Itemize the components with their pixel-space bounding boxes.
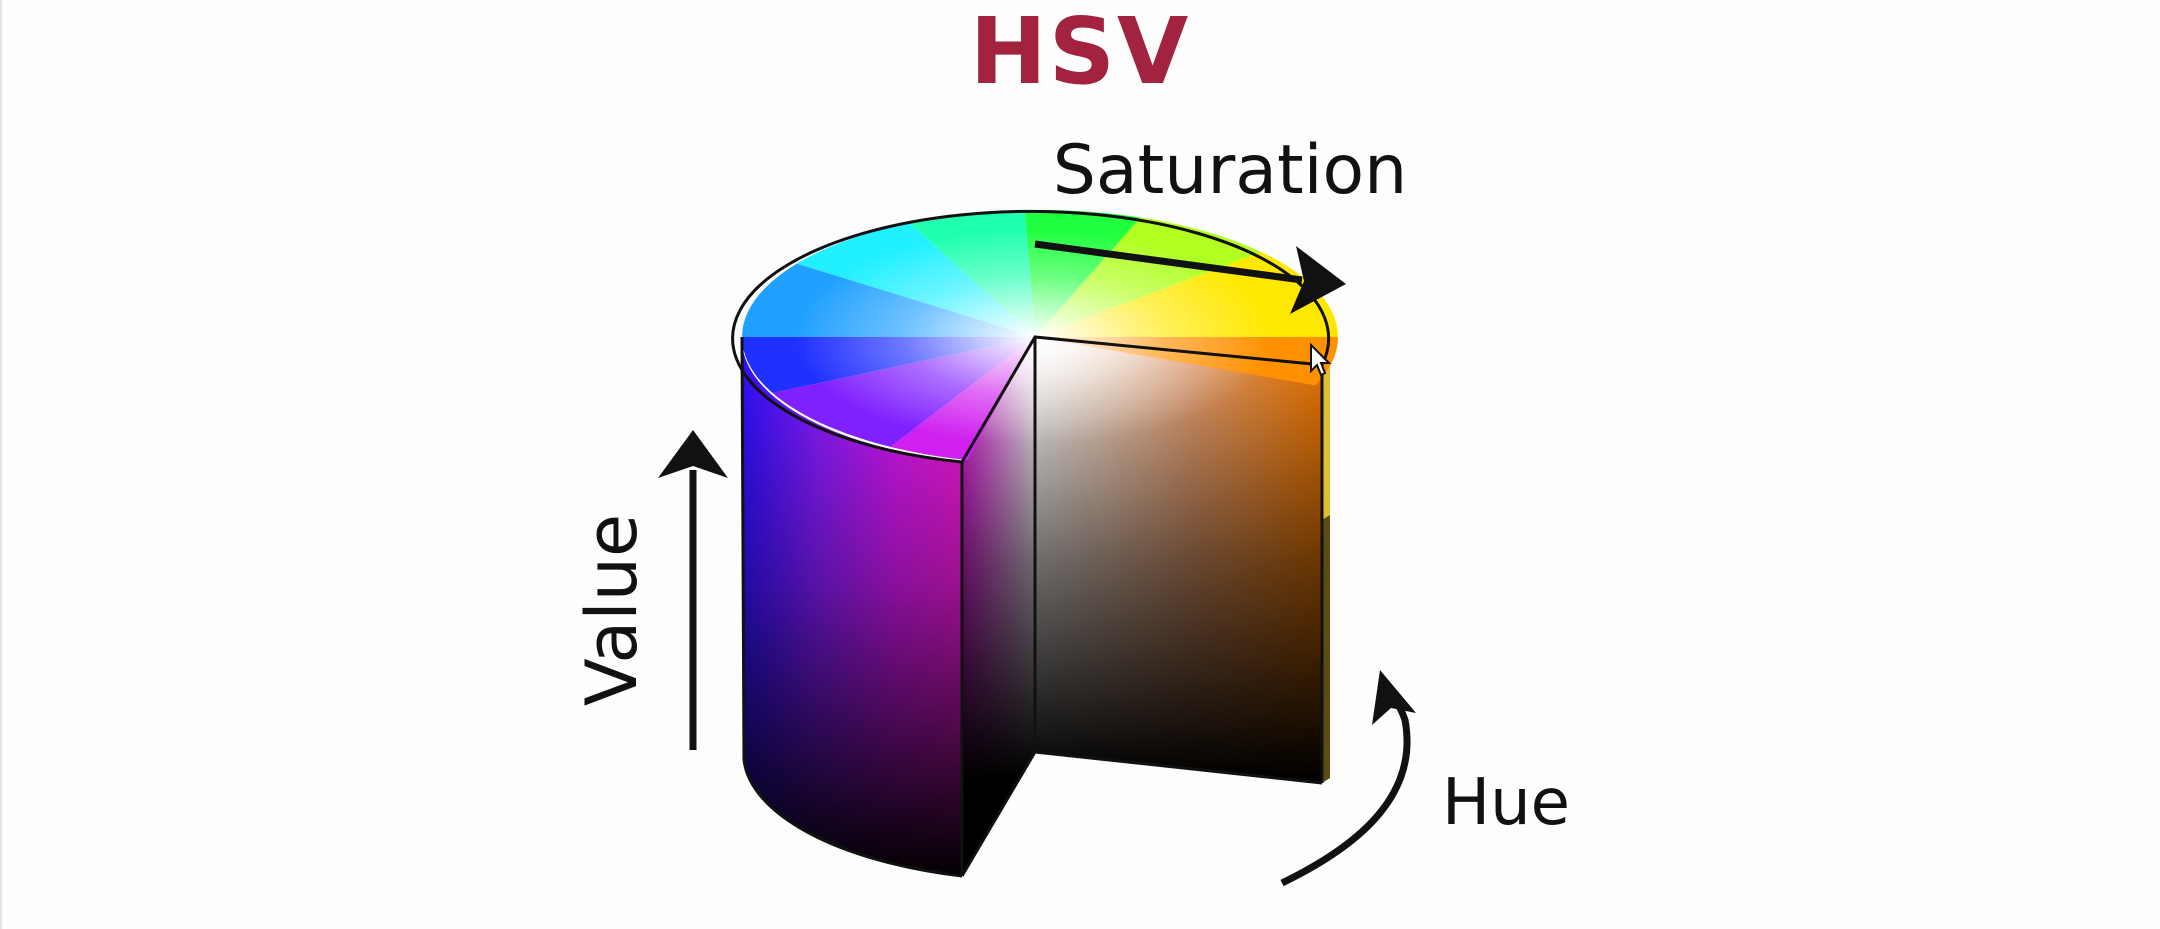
cylinder-outline (731, 209, 1331, 878)
diagram-title: HSV (969, 0, 1191, 105)
cylinder-side (741, 337, 962, 876)
hue-arrow (1280, 670, 1416, 887)
value-arrow (658, 430, 728, 750)
saturation-label: Saturation (1053, 131, 1407, 210)
saturation-arrow (1034, 240, 1346, 314)
value-label: Value (571, 514, 653, 706)
left-border (0, 0, 2, 929)
hue-label: Hue (1442, 766, 1570, 840)
mouse-cursor-icon (1310, 342, 1332, 377)
cut-face-left (962, 337, 1035, 876)
